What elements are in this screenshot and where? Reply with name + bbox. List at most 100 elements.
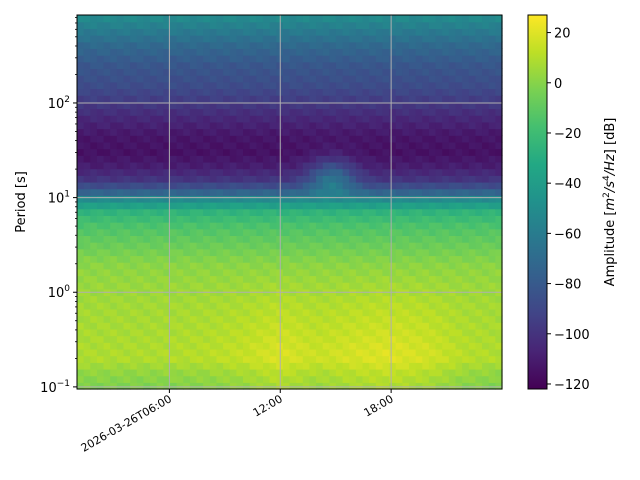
heatmap-cell <box>302 222 311 230</box>
heatmap-cell <box>435 208 443 216</box>
heatmap-cell <box>355 81 364 90</box>
heatmap-cell <box>468 235 477 243</box>
heatmap-cell <box>482 88 490 96</box>
heatmap-cell <box>442 148 450 156</box>
heatmap-cell <box>302 88 311 96</box>
heatmap-cell <box>389 61 397 70</box>
heatmap-cell <box>96 348 105 357</box>
heatmap-cell <box>495 35 503 43</box>
heatmap-cell <box>203 342 211 350</box>
heatmap-cell <box>169 88 178 96</box>
heatmap-cell <box>309 88 317 96</box>
heatmap-cell <box>269 375 277 383</box>
heatmap-cell <box>156 328 164 337</box>
heatmap-cell <box>289 215 297 223</box>
heatmap-cell <box>256 68 264 76</box>
heatmap-cell <box>369 55 377 63</box>
heatmap-cell <box>488 262 496 270</box>
heatmap-cell <box>382 148 390 156</box>
heatmap-cell <box>428 242 437 250</box>
heatmap-cell <box>156 315 164 323</box>
heatmap-cell <box>236 95 244 103</box>
heatmap-cell <box>442 275 450 283</box>
heatmap-cell <box>143 28 151 36</box>
heatmap-cell <box>375 315 384 323</box>
heatmap-cell <box>216 175 224 183</box>
heatmap-cell <box>329 108 337 116</box>
heatmap-cell <box>223 362 231 370</box>
heatmap-cell <box>389 315 397 323</box>
heatmap-cell <box>389 208 397 216</box>
heatmap-cell <box>475 115 483 123</box>
heatmap-cell <box>369 215 377 223</box>
heatmap-cell <box>203 55 211 63</box>
heatmap-cell <box>409 148 417 156</box>
heatmap-cell <box>488 328 496 337</box>
heatmap-cell <box>296 235 304 243</box>
heatmap-cell <box>322 195 330 203</box>
heatmap-cell <box>269 348 277 357</box>
heatmap-cell <box>216 128 224 136</box>
heatmap-cell <box>428 228 437 236</box>
heatmap-cell <box>196 141 204 150</box>
heatmap-cell <box>116 375 125 383</box>
heatmap-cell <box>136 355 145 363</box>
heatmap-cell <box>203 208 211 216</box>
heatmap-cell <box>342 181 350 190</box>
heatmap-cell <box>189 75 198 83</box>
heatmap-cell <box>362 382 370 390</box>
heatmap-cell <box>488 342 496 350</box>
heatmap-cell <box>342 128 350 136</box>
heatmap-cell <box>176 175 184 183</box>
heatmap-cell <box>116 302 125 310</box>
heatmap-cell <box>442 335 450 343</box>
heatmap-cell <box>123 121 131 130</box>
heatmap-cell <box>262 141 271 150</box>
heatmap-cell <box>409 302 417 310</box>
heatmap-cell <box>176 81 184 90</box>
heatmap-cell <box>183 355 191 363</box>
heatmap-cell <box>409 48 417 56</box>
heatmap-cell <box>183 55 191 63</box>
heatmap-cell <box>289 121 297 130</box>
heatmap-cell <box>342 215 350 223</box>
heatmap-cell <box>375 161 384 170</box>
heatmap-cell <box>249 268 257 277</box>
heatmap-cell <box>375 15 384 23</box>
heatmap-cell <box>229 322 237 330</box>
heatmap-cell <box>442 108 450 116</box>
heatmap-cell <box>176 362 184 370</box>
heatmap-cell <box>249 108 257 116</box>
heatmap-cell <box>475 315 483 323</box>
heatmap-cell <box>183 195 191 203</box>
heatmap-cell <box>389 115 397 123</box>
heatmap-cell <box>395 175 403 183</box>
heatmap-cell <box>130 108 138 116</box>
heatmap-cell <box>136 181 145 190</box>
heatmap-cell <box>223 208 231 216</box>
heatmap-cell <box>482 181 490 190</box>
heatmap-cell <box>77 88 85 96</box>
heatmap-cell <box>262 55 271 63</box>
heatmap-cell <box>150 175 158 183</box>
heatmap-cell <box>342 262 350 270</box>
heatmap-cell <box>110 348 118 357</box>
heatmap-cell <box>322 208 330 216</box>
heatmap-cell <box>130 81 138 90</box>
heatmap-cell <box>96 328 105 337</box>
heatmap-cell <box>209 228 218 236</box>
heatmap-cell <box>169 15 178 23</box>
heatmap-cell <box>455 322 463 330</box>
heatmap-cell <box>395 342 403 350</box>
heatmap-cell <box>282 275 291 283</box>
heatmap-cell <box>96 21 105 29</box>
heatmap-cell <box>169 322 178 330</box>
heatmap-cell <box>236 195 244 203</box>
heatmap-cell <box>243 268 251 277</box>
heatmap-cell <box>110 362 118 370</box>
heatmap-cell <box>183 35 191 43</box>
heatmap-cell <box>156 275 164 283</box>
heatmap-cell <box>342 88 350 96</box>
heatmap-cell <box>143 275 151 283</box>
heatmap-cell <box>203 348 211 357</box>
